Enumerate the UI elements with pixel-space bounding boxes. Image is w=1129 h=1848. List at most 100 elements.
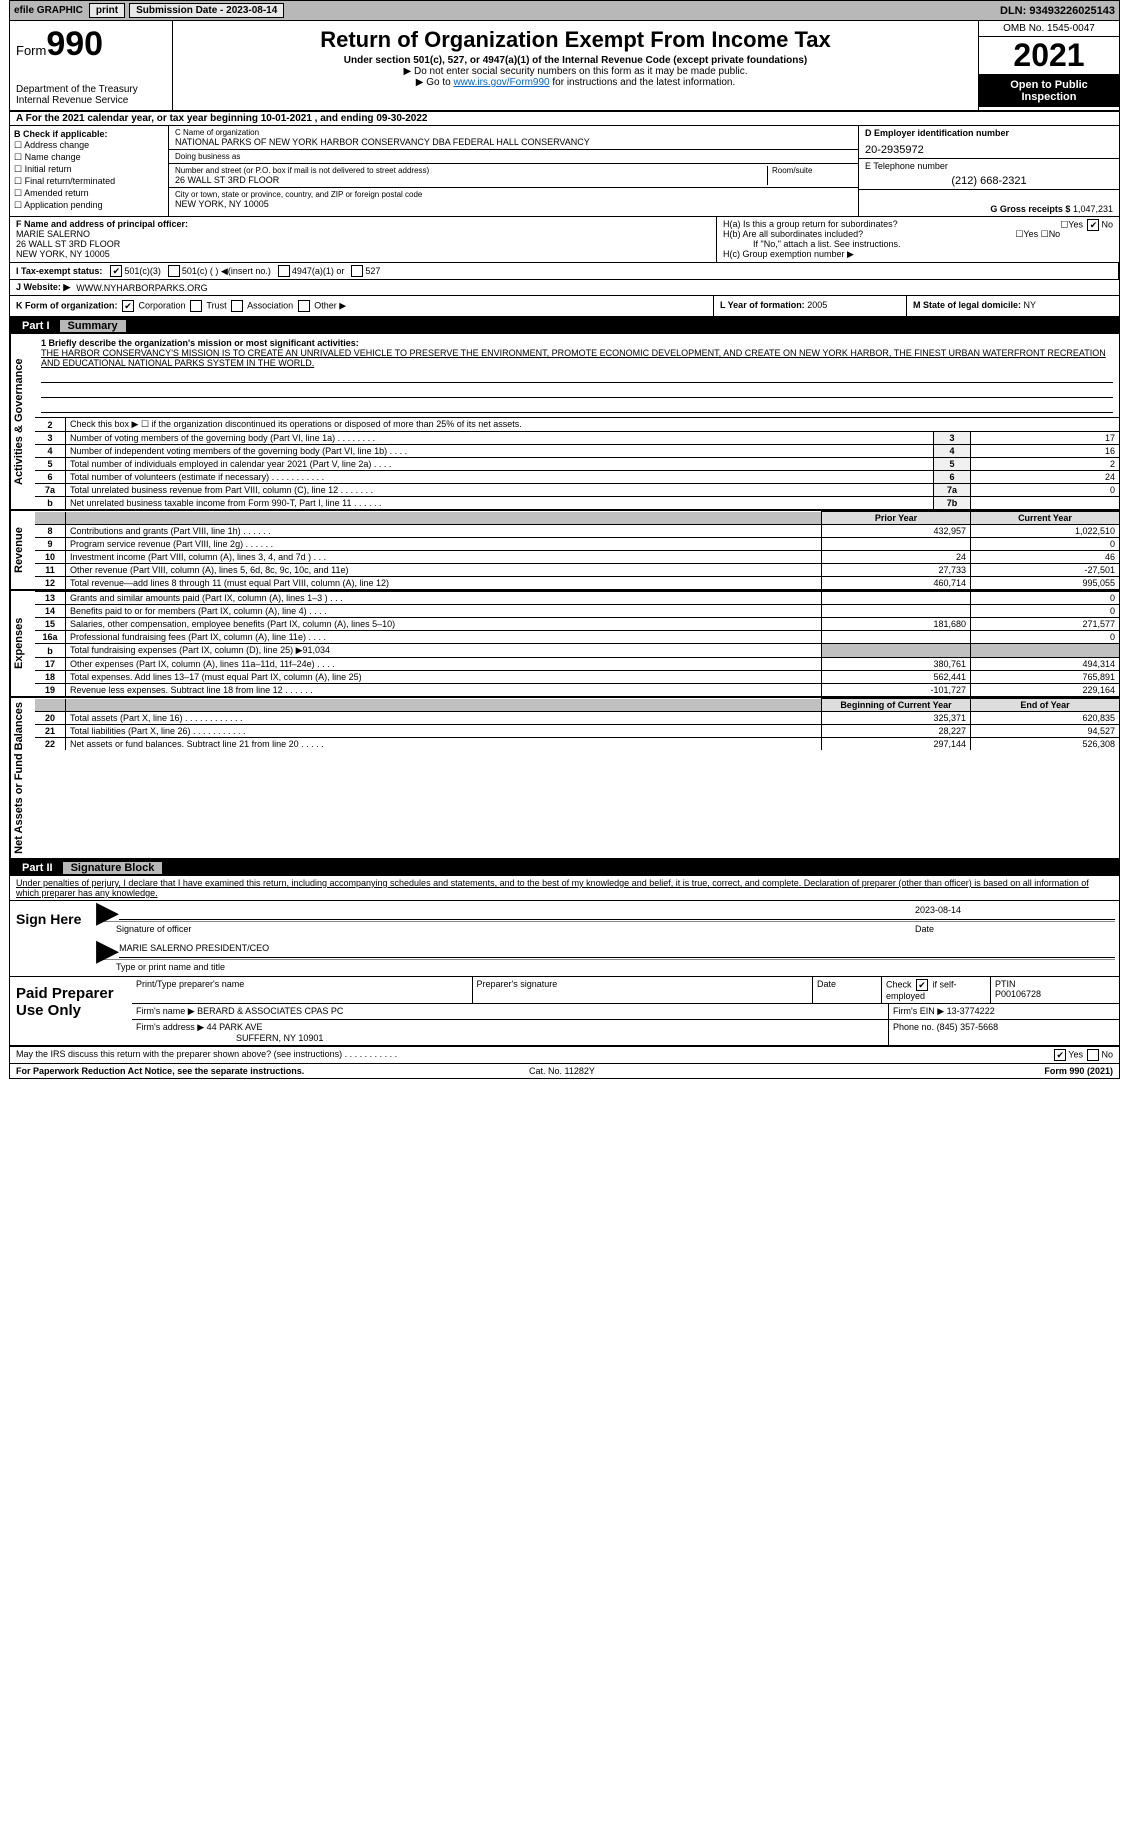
firm-ein-value: 13-3774222 <box>947 1006 995 1016</box>
paid-prep-label: Paid Preparer Use Only <box>10 977 132 1045</box>
prep-self-emp: Check if self-employed <box>882 977 991 1003</box>
opt-501c: 501(c) ( ) ◀(insert no.) <box>182 266 271 277</box>
firm-phone-label: Phone no. <box>893 1022 934 1032</box>
decl-text: Under penalties of perjury, I declare th… <box>16 878 1089 898</box>
pra-notice: For Paperwork Reduction Act Notice, see … <box>16 1066 304 1076</box>
city-cell: City or town, state or province, country… <box>169 188 858 211</box>
opt-4947: 4947(a)(1) or <box>292 266 345 276</box>
sig-date-val: 2023-08-14 <box>915 905 1115 920</box>
chk-discuss-no[interactable] <box>1087 1049 1099 1061</box>
mission-label: 1 Briefly describe the organization's mi… <box>41 338 359 348</box>
sig-row-1: ▶ 2023-08-14 <box>96 905 1115 922</box>
chk-association[interactable] <box>231 300 243 312</box>
prep-name-label: Print/Type preparer's name <box>132 977 473 1003</box>
sig-officer-label: Signature of officer <box>96 924 915 934</box>
chk-address-change[interactable]: Address change <box>14 140 164 151</box>
gross-label: G Gross receipts $ <box>990 204 1070 214</box>
irs-link[interactable]: www.irs.gov/Form990 <box>453 77 549 88</box>
table-row: 12Total revenue—add lines 8 through 11 (… <box>35 577 1119 590</box>
col-c-org-info: C Name of organization NATIONAL PARKS OF… <box>169 126 858 216</box>
gov-content: 1 Briefly describe the organization's mi… <box>35 334 1119 509</box>
col-m: M State of legal domicile: NY <box>907 296 1119 316</box>
chk-self-employed[interactable] <box>916 979 928 991</box>
col-b-checkboxes: B Check if applicable: Address change Na… <box>10 126 169 216</box>
table-row: 21Total liabilities (Part X, line 26) . … <box>35 725 1119 738</box>
chk-discuss-yes[interactable] <box>1054 1049 1066 1061</box>
discuss-question: May the IRS discuss this return with the… <box>16 1049 397 1061</box>
gov-block: Activities & Governance 1 Briefly descri… <box>10 334 1119 511</box>
row-a-text: A For the 2021 calendar year, or tax yea… <box>16 113 427 124</box>
paid-prep-table: Print/Type preparer's name Preparer's si… <box>132 977 1119 1045</box>
ha-label: H(a) Is this a group return for subordin… <box>723 219 898 229</box>
chk-final-return[interactable]: Final return/terminated <box>14 176 164 187</box>
table-row: 6Total number of volunteers (estimate if… <box>35 471 1119 484</box>
ha-yes: Yes <box>1068 219 1083 229</box>
firm-name-label: Firm's name ▶ <box>136 1006 195 1016</box>
submission-date-button[interactable]: Submission Date - 2023-08-14 <box>129 3 284 18</box>
chk-other[interactable] <box>298 300 310 312</box>
open-public-label: Open to Public Inspection <box>979 75 1119 107</box>
m-label: M State of legal domicile: <box>913 300 1021 310</box>
gross-cell: G Gross receipts $ 1,047,231 <box>859 190 1119 216</box>
part-2-title: Signature Block <box>63 862 163 874</box>
chk-initial-return[interactable]: Initial return <box>14 164 164 175</box>
col-d-e-g: D Employer identification number 20-2935… <box>858 126 1119 216</box>
i-label: I Tax-exempt status: <box>16 266 102 276</box>
officer-addr2: NEW YORK, NY 10005 <box>16 249 110 259</box>
addr-label: Number and street (or P.O. box if mail i… <box>175 166 763 175</box>
prep-date-label: Date <box>813 977 882 1003</box>
table-row: 18Total expenses. Add lines 13–17 (must … <box>35 671 1119 684</box>
form-prefix: Form <box>16 43 46 58</box>
sig-date-label: Date <box>915 924 1115 934</box>
ha-row: H(a) Is this a group return for subordin… <box>723 219 1113 229</box>
table-row: bNet unrelated business taxable income f… <box>35 497 1119 510</box>
chk-501c3[interactable] <box>110 265 122 277</box>
rev-block: Revenue Prior YearCurrent Year 8Contribu… <box>10 511 1119 591</box>
firm-addr-2: SUFFERN, NY 10901 <box>136 1033 323 1043</box>
sig-row-2: ▶ MARIE SALERNO PRESIDENT/CEO <box>96 943 1115 960</box>
side-rev: Revenue <box>10 511 35 589</box>
print-button[interactable]: print <box>89 3 125 18</box>
address-cell: Number and street (or P.O. box if mail i… <box>169 164 858 188</box>
ha-no-check[interactable] <box>1087 219 1099 231</box>
chk-4947[interactable] <box>278 265 290 277</box>
chk-amended-return[interactable]: Amended return <box>14 188 164 199</box>
tel-label: E Telephone number <box>865 161 1113 171</box>
table-row: 4Number of independent voting members of… <box>35 445 1119 458</box>
header-right: OMB No. 1545-0047 2021 Open to Public In… <box>978 21 1119 110</box>
table-row: bTotal fundraising expenses (Part IX, co… <box>35 644 1119 658</box>
chk-trust[interactable] <box>190 300 202 312</box>
cat-no: Cat. No. 11282Y <box>529 1066 595 1076</box>
org-name: NATIONAL PARKS OF NEW YORK HARBOR CONSER… <box>175 137 852 147</box>
form-title: Return of Organization Exempt From Incom… <box>177 27 974 53</box>
dba-label: Doing business as <box>175 152 852 161</box>
prep-row-2: Firm's name ▶ BERARD & ASSOCIATES CPAS P… <box>132 1004 1119 1020</box>
chk-name-change[interactable]: Name change <box>14 152 164 163</box>
sign-here-label: Sign Here <box>10 901 92 976</box>
blank-line-2 <box>41 385 1113 398</box>
table-row: 11Other revenue (Part VIII, column (A), … <box>35 564 1119 577</box>
chk-527[interactable] <box>351 265 363 277</box>
col-h-group: H(a) Is this a group return for subordin… <box>717 217 1119 262</box>
col-l: L Year of formation: 2005 <box>714 296 907 316</box>
hdr-beg: Beginning of Current Year <box>822 699 971 712</box>
hdr-prior: Prior Year <box>822 512 971 525</box>
gross-value: 1,047,231 <box>1073 204 1113 214</box>
part-2-header: Part II Signature Block <box>10 860 1119 876</box>
row-f-h: F Name and address of principal officer:… <box>10 217 1119 263</box>
arrow-icon-2: ▶ <box>96 943 119 958</box>
part-1-title: Summary <box>60 320 126 332</box>
discuss-row: May the IRS discuss this return with the… <box>10 1047 1119 1064</box>
dept-label: Department of the Treasury <box>16 84 166 95</box>
chk-corporation[interactable] <box>122 300 134 312</box>
net-table: Beginning of Current YearEnd of Year 20T… <box>35 698 1119 750</box>
chk-501c[interactable] <box>168 265 180 277</box>
chk-application-pending[interactable]: Application pending <box>14 200 164 211</box>
hc-label: H(c) Group exemption number ▶ <box>723 249 1113 260</box>
net-hdr: Beginning of Current YearEnd of Year <box>35 699 1119 712</box>
header-mid: Return of Organization Exempt From Incom… <box>173 21 978 110</box>
website-value: WWW.NYHARBORPARKS.ORG <box>76 283 207 293</box>
firm-ein-label: Firm's EIN ▶ <box>893 1006 944 1016</box>
row-i-tax-status: I Tax-exempt status: 501(c)(3) 501(c) ( … <box>10 263 1119 280</box>
l-label: L Year of formation: <box>720 300 805 310</box>
